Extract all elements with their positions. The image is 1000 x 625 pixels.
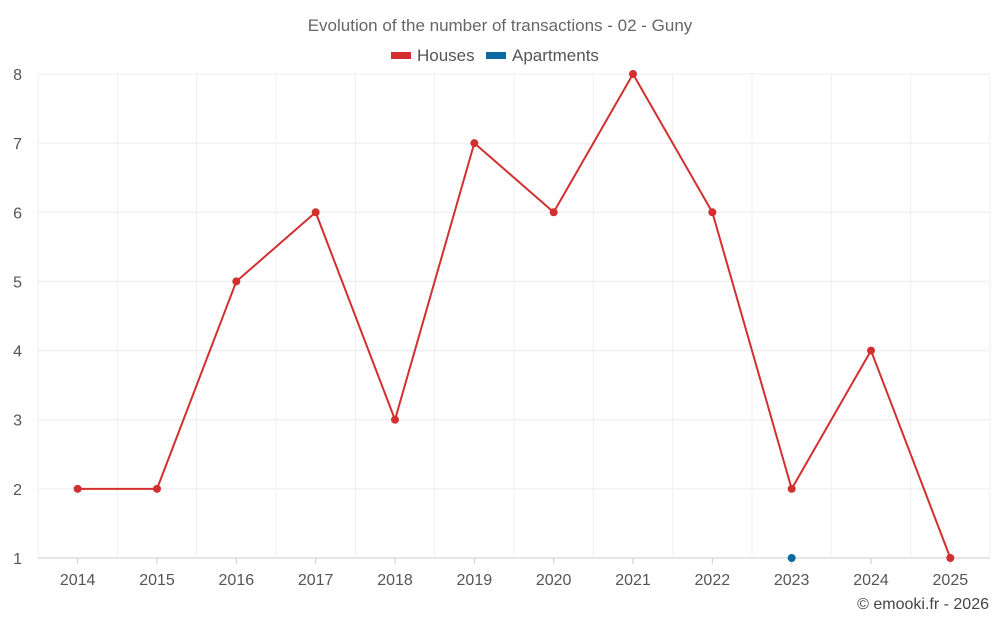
x-tick-label: 2019 [457,572,493,589]
x-tick-label: 2016 [219,572,255,589]
y-tick-label: 4 [13,344,22,361]
y-tick-label: 1 [13,551,22,568]
data-point-houses[interactable] [311,208,320,217]
y-tick-label: 7 [13,136,22,153]
data-point-houses[interactable] [787,484,796,493]
data-point-houses[interactable] [232,277,241,286]
legend: Houses Apartments [391,46,599,65]
legend-label-apartments[interactable]: Apartments [512,46,599,65]
x-axis: 2014 2015 2016 2017 2018 2019 2020 2021 2022 2023… [60,558,968,589]
legend-label-houses[interactable]: Houses [417,46,475,65]
data-point-houses[interactable] [73,484,82,493]
x-tick-label: 2014 [60,572,96,589]
data-point-houses[interactable] [470,139,479,148]
x-tick-label: 2015 [139,572,175,589]
data-point-apartments[interactable] [787,554,796,562]
y-tick-label: 2 [13,482,22,499]
credit-text: © emooki.fr - 2026 [857,596,989,613]
x-tick-label: 2023 [774,572,810,589]
series-line-houses [77,73,952,559]
data-point-houses[interactable] [867,346,875,355]
x-tick-label: 2021 [615,572,651,589]
data-point-houses[interactable] [946,554,955,562]
x-tick-label: 2020 [536,572,572,589]
x-tick-label: 2018 [377,572,413,589]
chart-title: Evolution of the number of transactions … [308,16,693,35]
y-tick-label: 6 [13,205,22,222]
data-point-houses[interactable] [549,208,558,217]
data-point-houses[interactable] [153,484,161,493]
y-tick-label: 5 [13,274,22,291]
data-point-houses[interactable] [708,208,717,217]
y-tick-label: 8 [13,67,22,84]
x-tick-label: 2024 [853,572,889,589]
data-point-houses[interactable] [629,70,637,78]
legend-swatch-apartments[interactable] [486,52,506,59]
y-tick-label: 3 [13,413,22,430]
x-tick-label: 2017 [298,572,334,589]
x-tick-label: 2022 [695,572,731,589]
legend-swatch-houses[interactable] [391,52,411,59]
x-tick-label: 2025 [933,572,969,589]
grid [37,73,991,559]
y-axis: 1 2 3 4 5 6 7 8 [13,67,22,568]
series-layer [73,70,955,562]
data-point-houses[interactable] [391,415,399,424]
